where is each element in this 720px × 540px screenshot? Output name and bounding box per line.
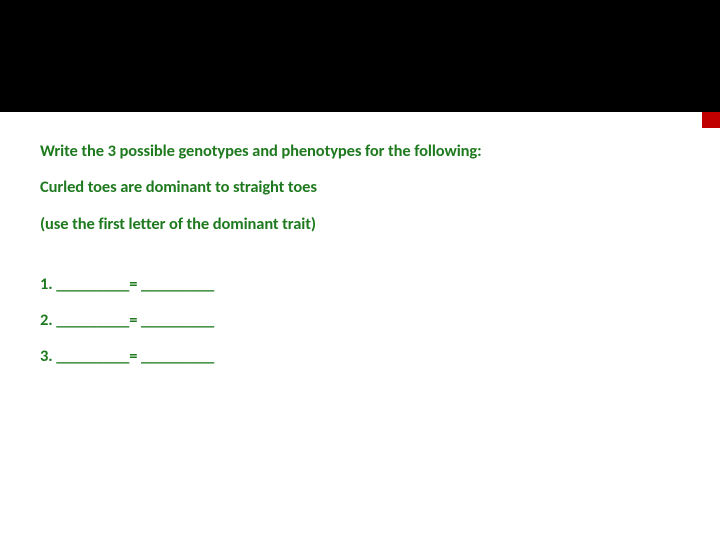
answer-line-3: 3. _________= _________ [40,345,680,367]
accent-bar [702,112,720,128]
prompt-line-3: (use the first letter of the dominant tr… [40,213,680,235]
answer-line-2: 2. _________= _________ [40,309,680,331]
prompt-line-2: Curled toes are dominant to straight toe… [40,176,680,198]
prompt-line-1: Write the 3 possible genotypes and pheno… [40,140,680,162]
answer-line-1: 1. _________= _________ [40,273,680,295]
slide-content: Write the 3 possible genotypes and pheno… [40,140,680,382]
slide-body: Write the 3 possible genotypes and pheno… [0,112,720,540]
answers-block: 1. _________= _________ 2. _________= __… [40,273,680,368]
